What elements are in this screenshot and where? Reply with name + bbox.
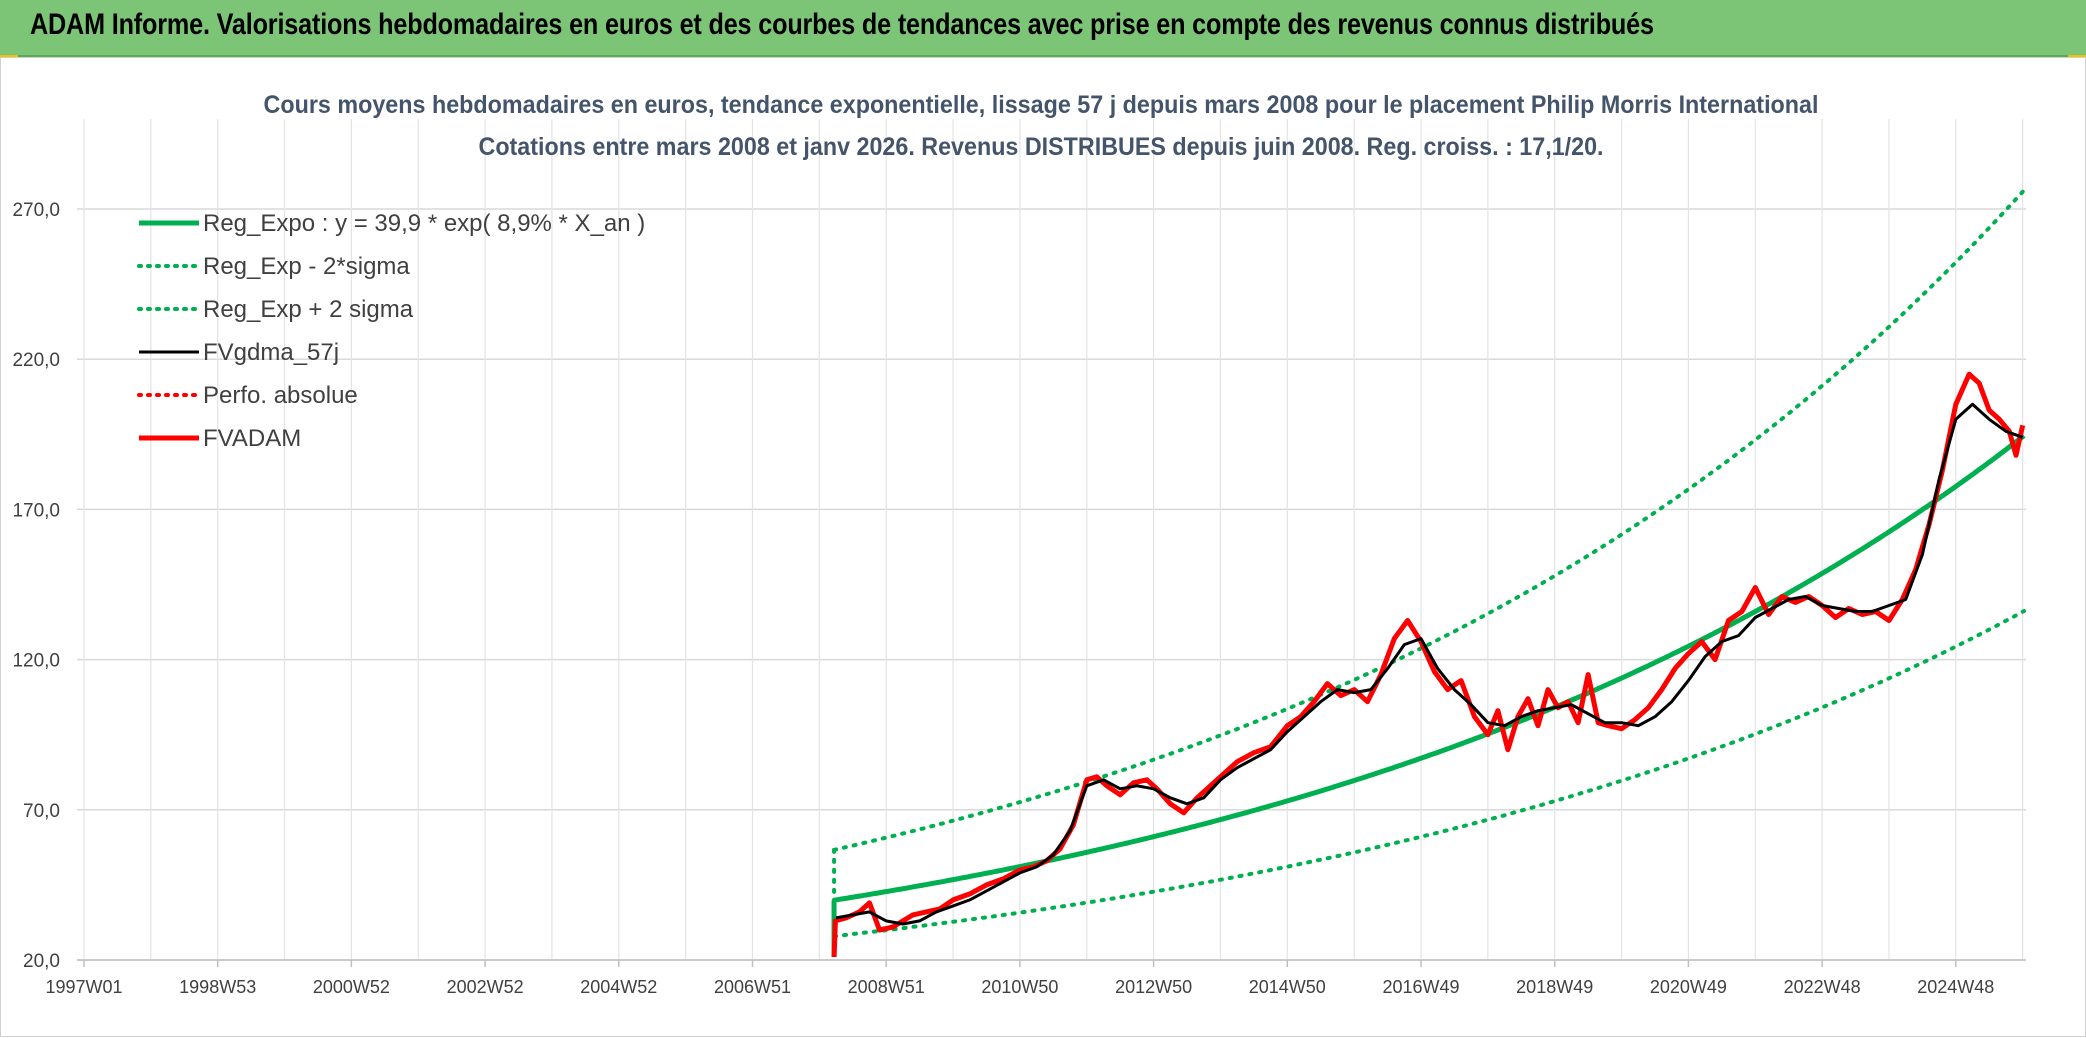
grid: [77, 119, 2026, 961]
y-tick-label: 220,0: [12, 350, 60, 371]
chart-title: Cours moyens hebdomadaires en euros, ten…: [264, 91, 1819, 119]
report-title: ADAM Informe. Valorisations hebdomadaire…: [30, 8, 1654, 41]
legend-label: FVADAM: [203, 425, 301, 452]
series-reg-minus-2sigma: [832, 609, 2026, 939]
y-tick-label: 70,0: [23, 801, 60, 822]
x-tick-label: 2024W48: [1917, 977, 1994, 997]
x-tick-label: 1998W53: [179, 977, 256, 997]
x-tick-label: 2014W50: [1249, 977, 1326, 997]
axes: 20,0 70,0 120,0 170,0 220,0 270,0 1997W01 1998W…: [12, 200, 2026, 997]
y-tick-label: 20,0: [23, 951, 60, 972]
y-tick-label: 120,0: [12, 651, 60, 672]
chart-subtitle: Cotations entre mars 2008 et janv 2026. …: [479, 133, 1604, 161]
chart: 20,0 70,0 120,0 170,0 220,0 270,0 1997W01 1998W…: [12, 91, 2026, 997]
legend-label: Perfo. absolue: [203, 382, 358, 409]
x-tick-label: 2016W49: [1382, 977, 1459, 997]
chart-area: 20,0 70,0 120,0 170,0 220,0 270,0 1997W01 1998W…: [0, 57, 2086, 1037]
y-tick-label: 170,0: [12, 500, 60, 521]
legend-label: Reg_Expo : y = 39,9 * exp( 8,9% * X_an ): [203, 210, 645, 237]
y-tick-label: 270,0: [12, 200, 60, 221]
x-tick-label: 2006W51: [714, 977, 791, 997]
x-tick-label: 2022W48: [1784, 977, 1861, 997]
x-tick-label: 2018W49: [1516, 977, 1593, 997]
series-reg-plus-2sigma: [832, 188, 2026, 852]
legend-label: Reg_Exp - 2*sigma: [203, 253, 410, 280]
x-tick-label: 2012W50: [1115, 977, 1192, 997]
series-fvgdma-57j: [835, 402, 2024, 926]
x-tick-label: 2002W52: [447, 977, 524, 997]
x-tick-label: 2010W50: [981, 977, 1058, 997]
legend: Reg_Expo : y = 39,9 * exp( 8,9% * X_an )…: [137, 210, 645, 452]
x-tick-label: 2020W49: [1650, 977, 1727, 997]
report-banner: ADAM Informe. Valorisations hebdomadaire…: [0, 0, 2086, 57]
legend-label: Reg_Exp + 2 sigma: [203, 296, 414, 323]
legend-label: FVgdma_57j: [203, 339, 339, 366]
x-tick-label: 2008W51: [848, 977, 925, 997]
x-tick-label: 2004W52: [580, 977, 657, 997]
x-tick-label: 2000W52: [313, 977, 390, 997]
x-tick-label: 1997W01: [45, 977, 122, 997]
series-layer: [831, 188, 2026, 958]
